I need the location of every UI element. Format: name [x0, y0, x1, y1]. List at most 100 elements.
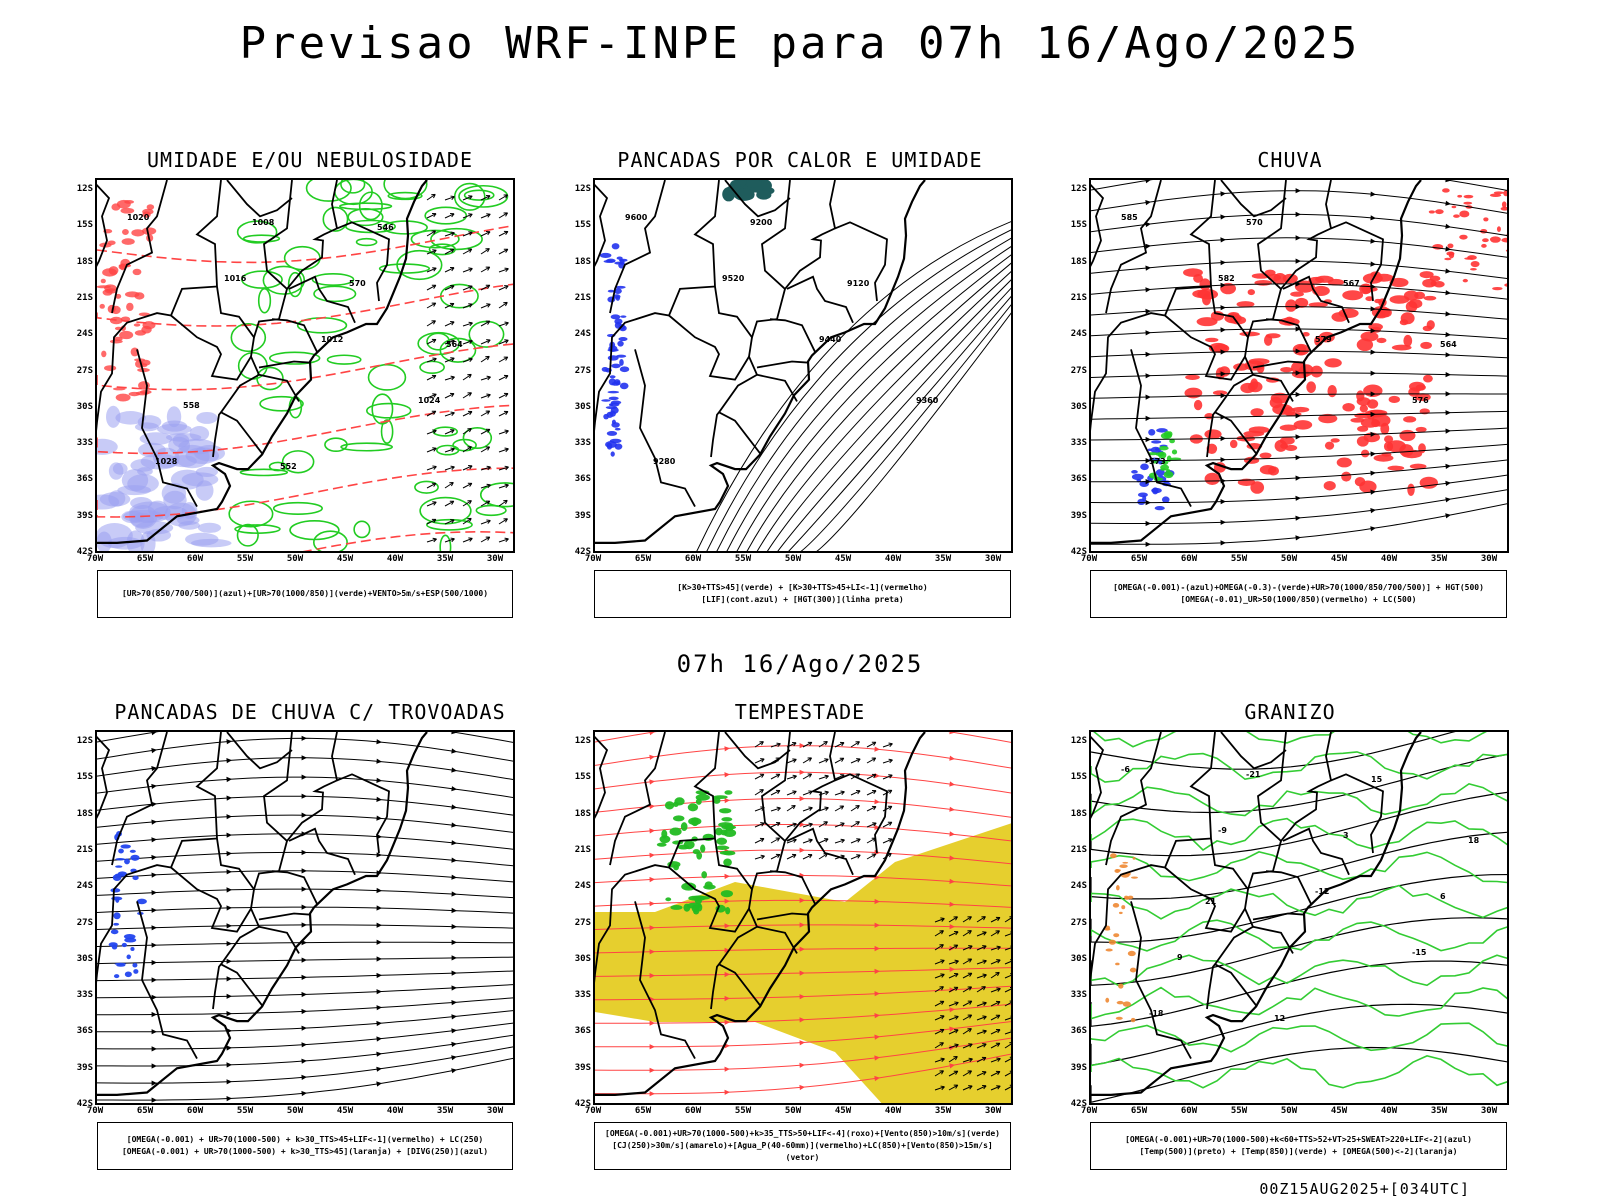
map-canvas[interactable]	[593, 730, 1013, 1105]
omega500-orange	[1103, 853, 1138, 1023]
lon-tick-label: 65W	[1130, 554, 1148, 564]
contour-label: 576	[1412, 396, 1429, 405]
contour-label: 582	[1218, 274, 1235, 283]
lat-tick-label: 21S	[1070, 292, 1087, 303]
contour-label: 1028	[155, 457, 178, 466]
lat-tick-label: 12S	[76, 736, 93, 747]
page-title: Previsao WRF-INPE para 07h 16/Ago/2025	[239, 18, 1361, 69]
lat-tick-label: 30S	[574, 953, 591, 964]
lon-tick-label: 70W	[584, 554, 602, 564]
panel-title: TEMPESTADE	[734, 700, 866, 724]
coastline-borders	[97, 180, 428, 544]
lon-tick-label: 35W	[1430, 1106, 1448, 1116]
legend-box: [UR>70(850/700/500)](azul)+[UR>70(1000/8…	[97, 570, 513, 618]
map-canvas[interactable]: 9600 9520 9440 9360 9280 9200 9120	[593, 178, 1013, 553]
lat-tick-label: 33S	[76, 990, 93, 1001]
lon-tick-label: 60W	[684, 554, 702, 564]
lat-tick-label: 42S	[574, 547, 591, 557]
lon-tick-label: 60W	[186, 554, 204, 564]
lon-tick-label: 35W	[934, 554, 952, 564]
lon-tick-label: 55W	[1230, 554, 1248, 564]
lif-contours	[599, 243, 630, 457]
lon-tick-label: 45W	[1330, 554, 1348, 564]
lon-tick-label: 65W	[1130, 1106, 1148, 1116]
lon-tick-label: 55W	[1230, 1106, 1248, 1116]
contour-label: 1008	[252, 218, 275, 227]
hgt-labels: 9600 9520 9440 9360 9280 9200 9120	[625, 213, 939, 466]
contour-label: 558	[183, 401, 200, 410]
lon-tick-label: 45W	[1330, 1106, 1348, 1116]
lat-tick-label: 36S	[574, 1026, 591, 1037]
lat-tick-label: 24S	[76, 881, 93, 892]
lon-tick-label: 70W	[86, 554, 104, 564]
lat-tick-label: 30S	[1070, 401, 1087, 412]
lon-tick-label: 50W	[1280, 554, 1298, 564]
lon-tick-label: 65W	[634, 554, 652, 564]
contour-label: -6	[1121, 765, 1130, 774]
lat-tick-label: 27S	[574, 917, 591, 928]
lat-tick-label: 21S	[1070, 844, 1087, 855]
contour-label: 9520	[722, 274, 745, 283]
legend-line: [OMEGA(-0.001) + UR>70(1000-500) + k>30_…	[126, 1135, 484, 1144]
lat-tick-label: 30S	[76, 953, 93, 964]
lat-tick-label: 18S	[1070, 256, 1087, 267]
lon-tick-label: 40W	[386, 1106, 404, 1116]
legend-box: [OMEGA(-0.001)+UR>70(1000-500)+k<60+TTS>…	[1090, 1122, 1507, 1170]
lat-tick-label: 18S	[76, 256, 93, 267]
lat-tick-label: 12S	[1070, 736, 1087, 747]
lat-tick-label: 15S	[76, 772, 93, 783]
contour-label: 1020	[127, 213, 150, 222]
coastline-borders	[97, 732, 428, 1096]
map-canvas[interactable]	[95, 730, 515, 1105]
contour-label: 6	[1440, 892, 1446, 901]
legend-box: [OMEGA(-0.001)+UR>70(1000-500)+k>35_TTS>…	[594, 1122, 1011, 1170]
contour-label: 1024	[418, 396, 441, 405]
lon-tick-label: 30W	[984, 554, 1002, 564]
legend-box: [K>30+TTS>45](verde) + [K>30+TTS>45+LI<-…	[594, 570, 1011, 618]
streamlines-500	[1091, 180, 1507, 547]
lat-tick-label: 18S	[76, 808, 93, 819]
row-subtitle: 07h 16/Ago/2025	[676, 650, 924, 678]
map-canvas[interactable]: 1020 1016 1012 1024 1028 1008 570 564 558 552 546	[95, 178, 515, 553]
contour-label: 9120	[847, 279, 870, 288]
legend-line: [OMEGA(-0.001)+UR>70(1000-500)+k<60+TTS>…	[1125, 1135, 1472, 1144]
coastline-borders	[1091, 732, 1422, 1096]
lon-tick-label: 30W	[486, 554, 504, 564]
lon-tick-label: 40W	[1380, 554, 1398, 564]
lat-tick-label: 36S	[76, 474, 93, 485]
lat-tick-label: 15S	[1070, 220, 1087, 231]
panel-title: PANCADAS DE CHUVA C/ TROVOADAS	[114, 700, 506, 724]
lon-tick-label: 60W	[186, 1106, 204, 1116]
thickness-red-speckle	[97, 199, 157, 402]
contour-label: 570	[1246, 218, 1263, 227]
lat-tick-label: 24S	[1070, 329, 1087, 340]
coastline-borders	[1091, 180, 1422, 544]
panel-title: GRANIZO	[1244, 700, 1336, 724]
contour-label: -21	[1246, 770, 1261, 779]
panel-title: CHUVA	[1257, 148, 1323, 172]
lon-tick-label: 30W	[486, 1106, 504, 1116]
legend-line: [OMEGA(-0.001)-(azul)+OMEGA(-0.3)-(verde…	[1113, 583, 1484, 592]
lat-tick-label: 27S	[574, 365, 591, 376]
map-canvas[interactable]: 585 582 579 576 573 570 567 564	[1089, 178, 1509, 553]
contour-label: 570	[349, 279, 366, 288]
contour-label: 567	[1343, 279, 1360, 288]
legend-line: [OMEGA(-0.01)_UR>50(1000/850)(vermelho) …	[1180, 595, 1417, 604]
coastline-borders	[595, 180, 926, 544]
run-timestamp: 00Z15AUG2025+[034UTC]	[1259, 1180, 1470, 1198]
lat-tick-label: 33S	[574, 990, 591, 1001]
lat-tick-label: 36S	[1070, 1026, 1087, 1037]
panel-title: UMIDADE E/OU NEBULOSIDADE	[146, 148, 474, 172]
lon-tick-label: 70W	[584, 1106, 602, 1116]
lon-tick-label: 45W	[336, 1106, 354, 1116]
lat-tick-label: 33S	[574, 438, 591, 449]
coastline-borders	[595, 732, 926, 1096]
contour-label: 585	[1121, 213, 1138, 222]
lon-tick-label: 45W	[834, 554, 852, 564]
lat-tick-label: 42S	[574, 1099, 591, 1109]
legend-box: [OMEGA(-0.001) + UR>70(1000-500) + k>30_…	[97, 1122, 513, 1170]
lon-tick-label: 65W	[136, 1106, 154, 1116]
contour-label: 9600	[625, 213, 648, 222]
map-canvas[interactable]: -6 -9 -12 -15 -18 -21 3 6 9 12 15 18 21	[1089, 730, 1509, 1105]
panel-title: PANCADAS POR CALOR E UMIDADE	[617, 148, 983, 172]
